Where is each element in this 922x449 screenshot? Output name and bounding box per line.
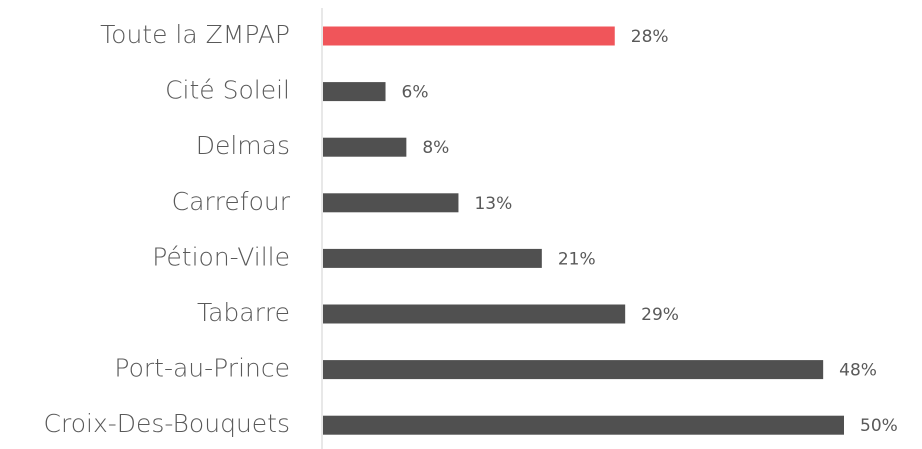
category-label: Cité Soleil	[165, 76, 290, 105]
bar	[323, 193, 459, 213]
bar	[323, 248, 542, 268]
bar	[323, 415, 844, 435]
value-label: 13%	[474, 194, 512, 214]
bar	[323, 304, 626, 324]
category-label: Pétion-Ville	[152, 242, 290, 271]
bar	[323, 137, 407, 157]
value-label: 21%	[558, 249, 596, 269]
value-label: 48%	[839, 361, 877, 381]
value-label: 6%	[402, 83, 429, 103]
category-label: Croix-Des-Bouquets	[44, 409, 290, 438]
category-label: Tabarre	[197, 298, 290, 327]
bar	[323, 82, 386, 102]
category-label: Port-au-Prince	[114, 354, 290, 383]
bar	[323, 360, 824, 380]
value-label: 29%	[641, 305, 679, 325]
category-label: Carrefour	[172, 187, 291, 216]
bar	[323, 26, 615, 46]
value-label: 28%	[631, 27, 669, 47]
category-label: Toute la ZMPAP	[100, 20, 290, 49]
value-label: 8%	[422, 138, 449, 158]
category-label: Delmas	[196, 131, 290, 160]
value-label: 50%	[860, 416, 898, 436]
